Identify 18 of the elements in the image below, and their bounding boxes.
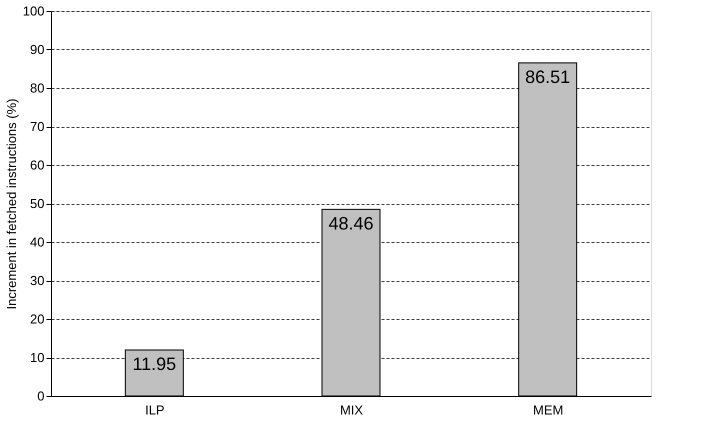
y-tick-label: 80 <box>30 80 44 96</box>
data-label: 48.46 <box>328 213 374 234</box>
y-tick-label: 20 <box>30 312 44 326</box>
data-label: 86.51 <box>525 66 570 87</box>
y-tick-label: 90 <box>30 42 44 57</box>
y-tick-label: 30 <box>30 273 44 288</box>
x-tick-label: MIX <box>340 402 364 418</box>
y-tick-label: 100 <box>22 4 44 18</box>
y-tick-label: 60 <box>30 158 44 172</box>
y-tick-label: 0 <box>37 388 44 404</box>
x-tick-label: MEM <box>532 402 564 418</box>
y-tick-label: 50 <box>30 196 44 211</box>
y-tick-label: 10 <box>30 350 44 365</box>
y-tick-label: 40 <box>30 234 44 250</box>
data-label: 11.95 <box>132 354 176 374</box>
y-axis-title: Increment in fetched instructions (%) <box>4 98 19 310</box>
y-tick-label: 70 <box>30 119 44 134</box>
x-tick-label: ILP <box>145 402 165 418</box>
